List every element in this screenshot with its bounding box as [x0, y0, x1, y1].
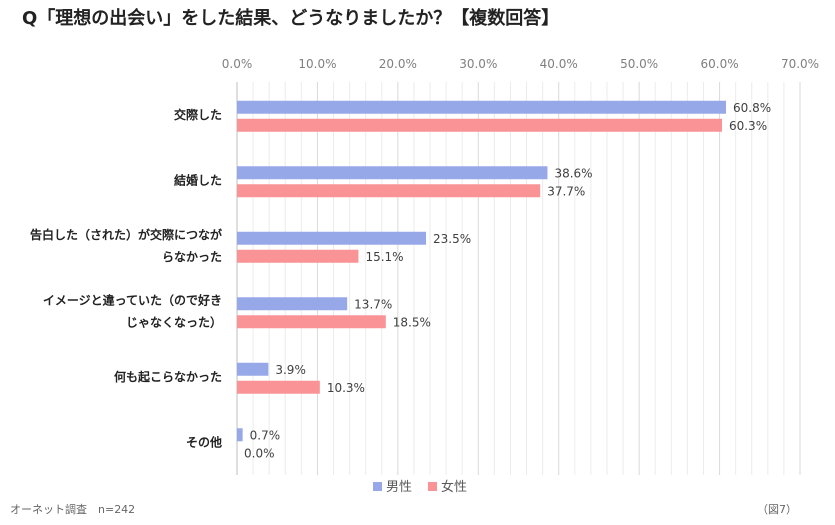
source-note: オーネット調査 n=242: [10, 503, 136, 516]
category-label: 何も起こらなかった: [114, 369, 222, 384]
bar-male: [237, 428, 243, 442]
category-label: らなかった: [162, 250, 222, 264]
data-label: 60.8%: [733, 101, 771, 115]
data-label: 13.7%: [354, 297, 392, 311]
legend-label: 男性: [386, 480, 412, 495]
data-label: 15.1%: [365, 250, 403, 264]
bar-female: [237, 380, 320, 394]
data-label: 10.3%: [327, 381, 365, 395]
chart-title: Q「理想の出会い」をした結果、どうなりましたか？【複数回答】: [22, 8, 560, 29]
bar-male: [237, 100, 727, 114]
category-label: その他: [186, 434, 222, 449]
bar-female: [237, 184, 541, 198]
bar-male: [237, 362, 269, 376]
category-labels: 交際した結婚した告白した（された）が交際につながらなかったイメージと違っていた（…: [30, 107, 222, 450]
category-label: イメージと違っていた（ので好き: [43, 292, 222, 307]
category-label: じゃなくなった）: [126, 314, 222, 329]
legend-swatch: [373, 482, 382, 491]
x-tick-label: 70.0%: [781, 57, 819, 71]
bars: [237, 100, 727, 442]
x-axis-ticks: 0.0% 10.0% 20.0% 30.0% 40.0% 50.0% 60.0% 70.0%: [222, 57, 819, 71]
x-tick-label: 30.0%: [459, 57, 497, 71]
data-label: 0.0%: [244, 446, 275, 460]
data-labels: 60.8% 60.3% 38.6% 37.7% 23.5% 15.1% 13.7%18.5%…: [244, 101, 771, 461]
bar-male: [237, 297, 348, 311]
x-tick-label: 60.0%: [701, 57, 739, 71]
legend-label: 女性: [441, 479, 467, 495]
category-label: 告白した（された）が交際につなが: [30, 227, 222, 242]
data-label: 37.7%: [547, 184, 585, 198]
bar-male: [237, 231, 427, 245]
data-label: 38.6%: [554, 166, 592, 180]
gridlines: [236, 82, 801, 475]
legend: 男性 女性: [373, 479, 467, 495]
bar-female: [237, 315, 386, 329]
category-label: 交際した: [174, 107, 222, 122]
bar-female: [237, 118, 722, 132]
data-label: 60.3%: [729, 119, 767, 133]
x-tick-label: 40.0%: [540, 57, 578, 71]
x-tick-label: 20.0%: [379, 57, 417, 71]
x-tick-label: 0.0%: [222, 57, 253, 71]
category-label: 結婚した: [174, 172, 222, 187]
data-label: 18.5%: [393, 315, 431, 329]
data-label: 3.9%: [275, 363, 306, 377]
bar-male: [237, 166, 548, 180]
x-tick-label: 50.0%: [620, 57, 658, 71]
legend-swatch: [428, 482, 437, 491]
figure-number: （図7）: [757, 503, 797, 516]
data-label: 0.7%: [250, 428, 281, 442]
x-tick-label: 10.0%: [298, 57, 336, 71]
data-label: 23.5%: [433, 232, 471, 246]
bar-female: [237, 249, 359, 263]
